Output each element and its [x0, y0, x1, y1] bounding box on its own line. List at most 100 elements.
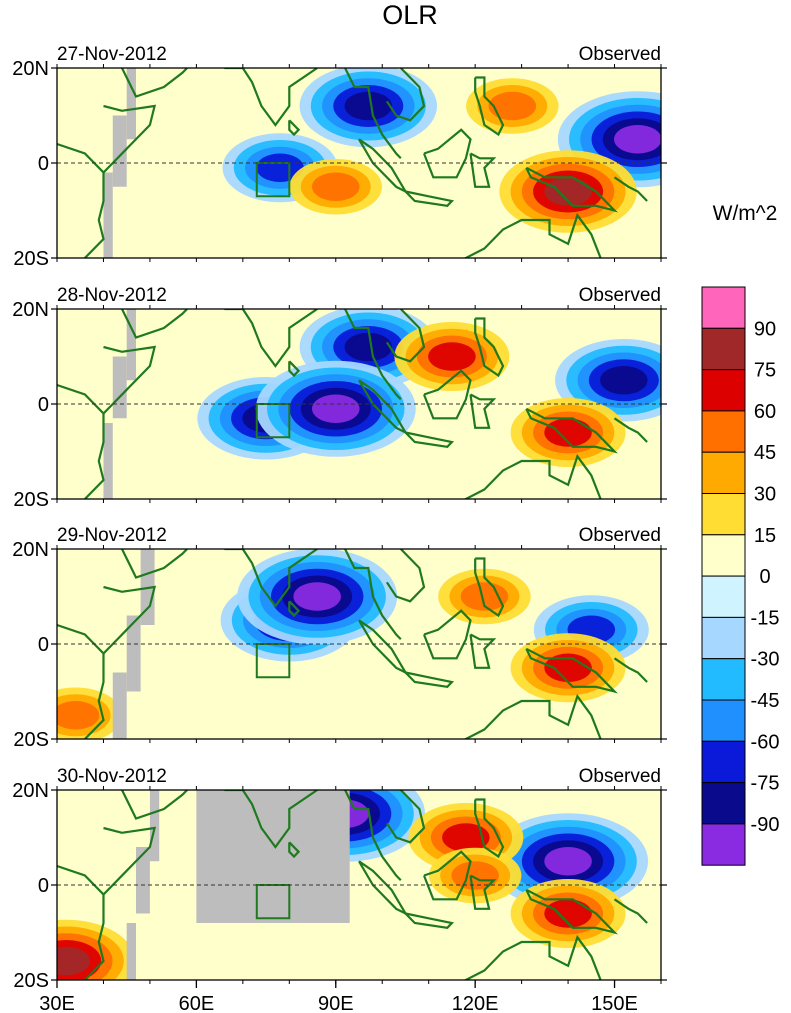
anomaly-2-level-6 — [544, 847, 592, 876]
missing-data-1 — [103, 423, 113, 499]
coastline-7 — [385, 549, 426, 603]
anomaly-6-level-3 — [57, 701, 100, 730]
coastline-9 — [404, 912, 455, 929]
colorbar-swatch — [701, 493, 746, 536]
colorbar-label: 45 — [754, 442, 776, 464]
coastline-3 — [121, 790, 188, 820]
region-box — [255, 403, 291, 439]
coastline-5 — [288, 600, 301, 618]
anomaly-3-level-4 — [256, 153, 304, 182]
y-tick-label: 0 — [38, 153, 49, 175]
anomaly-4-level-5 — [600, 366, 648, 395]
x-tick-label: 60E — [179, 993, 215, 1013]
colorbar-swatch — [701, 410, 746, 453]
olr-field — [57, 309, 661, 499]
missing-data-3 — [149, 790, 160, 862]
region-box — [255, 884, 291, 920]
coastline-13 — [525, 166, 619, 213]
anomaly-3-level-4 — [442, 823, 490, 852]
olr-field — [57, 68, 661, 258]
coastline-6 — [344, 68, 402, 160]
coastline-15 — [613, 417, 648, 443]
coastline-12 — [474, 798, 505, 859]
x-tick-label: 120E — [452, 993, 499, 1013]
colorbar-units: W/m^2 — [713, 202, 778, 225]
panel-label: Observed — [579, 44, 661, 65]
colorbar-label: 90 — [754, 318, 776, 340]
panel-date: 28-Nov-2012 — [57, 285, 167, 306]
panel-1: 20N 0 20S 27-Nov-2012 Observed — [12, 44, 667, 270]
colorbar-label: -90 — [751, 814, 780, 836]
coastline-14 — [463, 693, 602, 739]
coastline-12 — [474, 76, 505, 137]
coastline-13 — [525, 407, 619, 454]
coastline-1 — [57, 142, 105, 258]
coastline-12 — [474, 557, 505, 618]
colorbar-swatch — [701, 369, 746, 412]
coastline-15 — [613, 176, 648, 202]
x-tick-label: 150E — [591, 993, 638, 1013]
missing-data-1 — [103, 172, 113, 258]
olr-field — [57, 549, 661, 739]
colorbar-label: -45 — [751, 690, 780, 712]
y-tick-label: 20S — [13, 248, 49, 270]
coastline-9 — [404, 671, 455, 688]
coastline-10 — [422, 609, 472, 660]
anomaly-5-level-5 — [57, 946, 91, 976]
y-tick-label: 0 — [38, 875, 49, 897]
y-tick-label: 0 — [38, 394, 49, 416]
y-tick-label: 20N — [12, 539, 49, 561]
coastline-4 — [224, 309, 318, 368]
anomaly-4-level-4 — [544, 653, 592, 682]
coastline-15 — [613, 898, 648, 924]
colorbar-swatch — [701, 286, 746, 329]
anomaly-2-level-6 — [293, 582, 341, 611]
panel-label: Observed — [579, 766, 661, 787]
coastline-1 — [57, 383, 105, 499]
coastline-6 — [344, 790, 402, 882]
coastline-4 — [224, 68, 318, 127]
y-tick-label: 20S — [13, 489, 49, 511]
coastline-9 — [404, 190, 455, 207]
coastline-11 — [469, 152, 497, 188]
x-tick-label: 90E — [318, 993, 354, 1013]
colorbar-label: 60 — [754, 401, 776, 423]
colorbar-swatch — [701, 658, 746, 701]
anomaly-5-level-4 — [428, 342, 476, 371]
coastline-12 — [474, 317, 505, 378]
missing-data-2 — [135, 847, 150, 914]
colorbar-label: -60 — [751, 731, 780, 753]
panels: 20N 0 20S 27-Nov-2012 Observed 20N 0 20S 28-Nov-… — [12, 44, 667, 992]
y-tick-label: 20N — [12, 780, 49, 802]
anomaly-6-level-4 — [544, 418, 592, 447]
colorbar-swatch — [701, 534, 746, 577]
coastline-6 — [344, 549, 402, 641]
coastline-3 — [121, 309, 188, 339]
coastline-2 — [102, 585, 157, 655]
coastline-11 — [469, 874, 497, 910]
coastline-11 — [469, 633, 497, 669]
anomaly-5-level-3 — [460, 582, 509, 611]
x-tick-label: 30E — [39, 993, 75, 1013]
colorbar-swatch — [701, 699, 746, 742]
coastline-7 — [385, 68, 426, 122]
anomaly-1-level-5 — [344, 91, 393, 121]
coastline-4 — [224, 549, 318, 608]
coastline-1 — [57, 864, 105, 980]
anomaly-1-level-5 — [344, 332, 393, 362]
colorbar: 90 75 60 45 30 15 0 -15 -30 -45 -60 -75 -90 — [701, 286, 780, 866]
colorbar-label: -75 — [751, 773, 780, 795]
coastline-13 — [525, 647, 619, 694]
olr-field — [57, 790, 661, 980]
anomaly-3-level-6 — [312, 394, 360, 423]
panel-4: 20N 0 20S 30-Nov-2012 Observed — [12, 766, 667, 992]
missing-data-1 — [112, 672, 127, 739]
panel-label: Observed — [579, 285, 661, 306]
panel-2: 20N 0 20S 28-Nov-2012 Observed — [12, 285, 667, 511]
y-tick-label: 20N — [12, 299, 49, 321]
coastline-7 — [385, 790, 426, 844]
y-tick-label: 20S — [13, 970, 49, 992]
missing-data-1 — [126, 923, 136, 980]
colorbar-label: -15 — [751, 607, 780, 629]
panel-3: 20N 0 20S 29-Nov-2012 Observed — [12, 525, 667, 751]
